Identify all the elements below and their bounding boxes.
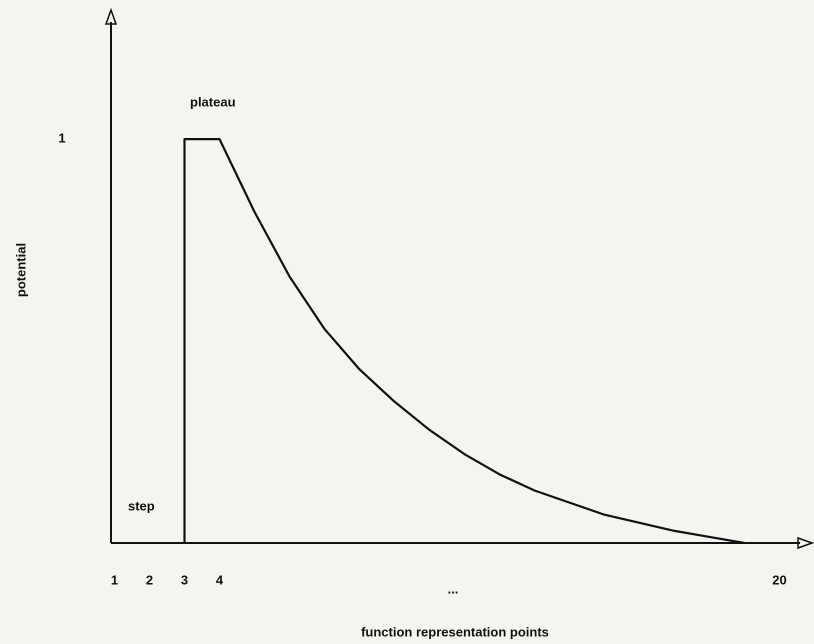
annotation: plateau — [190, 94, 236, 109]
y-axis-arrow — [104, 7, 118, 25]
x-tick-label: 1 — [111, 572, 118, 587]
x-axis-label: function representation points — [361, 624, 549, 639]
x-tick-label: 2 — [146, 572, 153, 587]
y-tick-label: 1 — [58, 131, 65, 146]
x-axis-arrow — [797, 536, 814, 550]
line — [183, 138, 745, 545]
x-tick-label: 20 — [772, 572, 786, 587]
x-tick-label: 3 — [181, 572, 188, 587]
y-axis-label: potential — [13, 243, 28, 297]
x-tick-label: 4 — [216, 572, 224, 587]
annotation: step — [128, 498, 155, 513]
annotation: ... — [448, 581, 459, 596]
